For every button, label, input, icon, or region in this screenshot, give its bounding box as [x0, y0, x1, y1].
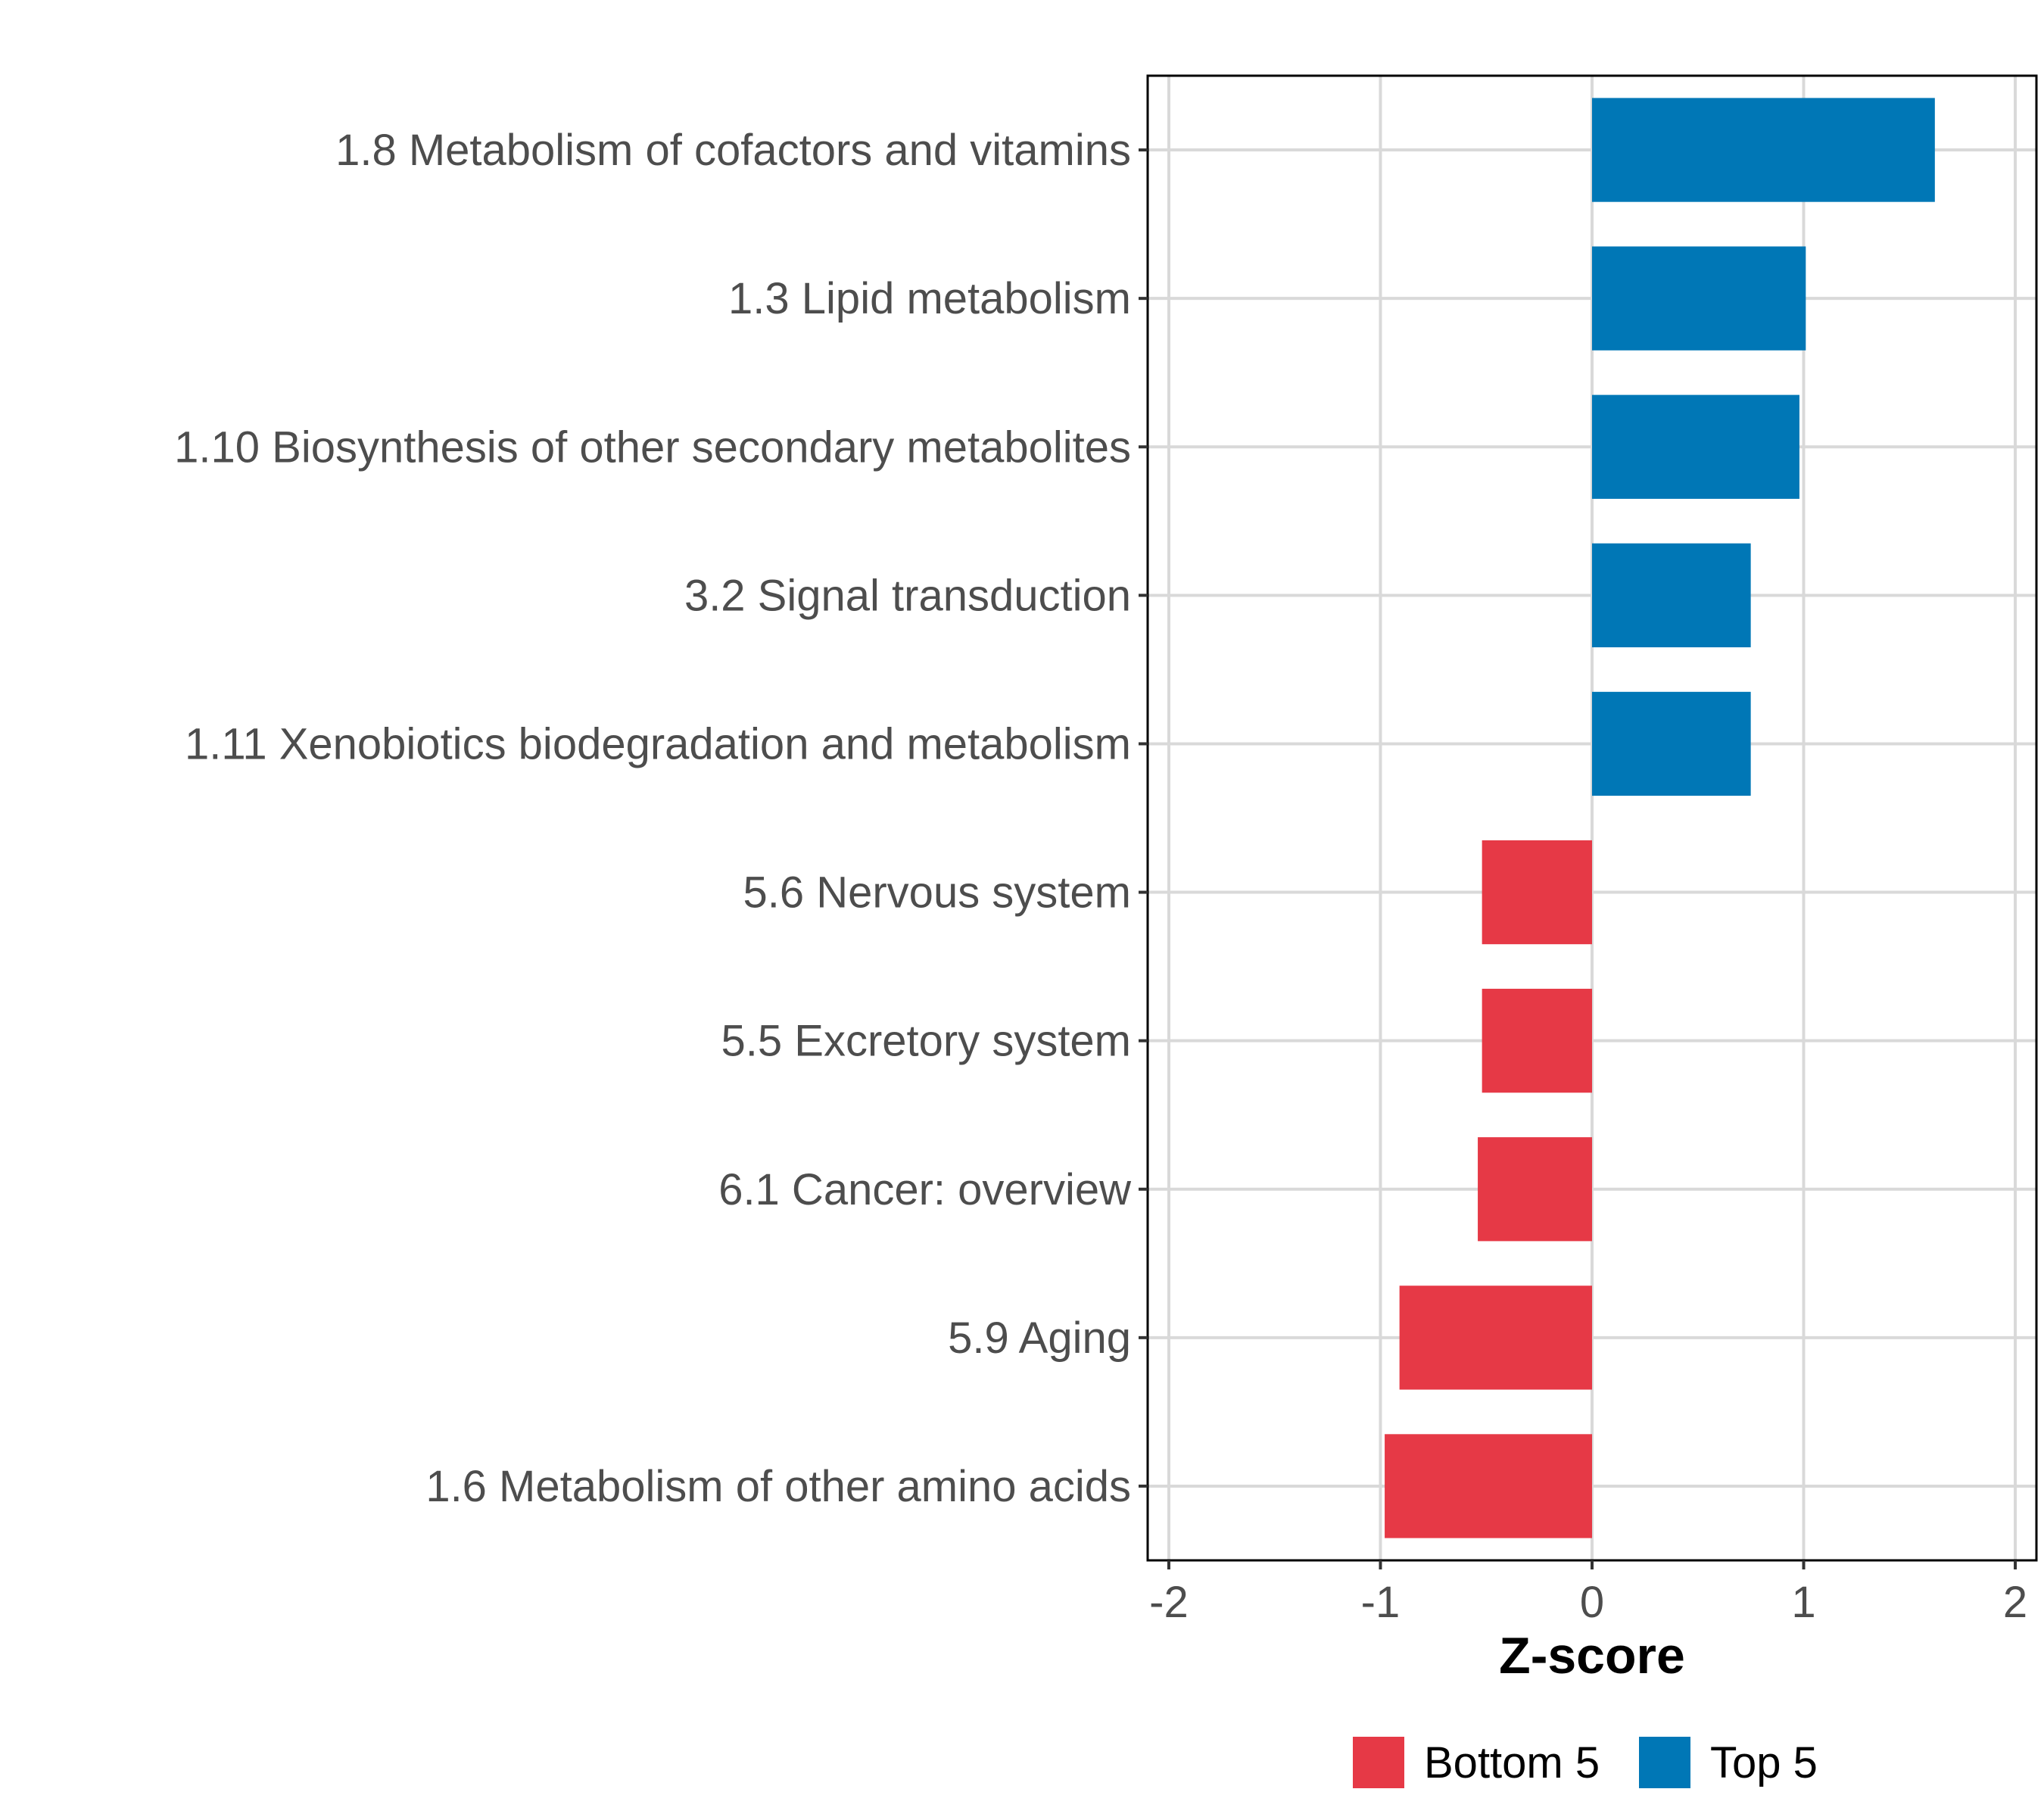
bar-5	[1482, 840, 1592, 945]
legend-key-0	[1353, 1737, 1404, 1788]
category-label-0: 1.8 Metabolism of cofactors and vitamins	[335, 126, 1131, 175]
x-tick-label-4: 2	[2003, 1578, 2027, 1627]
category-label-8: 5.9 Aging	[948, 1314, 1131, 1363]
bar-1	[1592, 246, 1806, 351]
legend: Bottom 5 Top 5	[1353, 1737, 1818, 1788]
bar-6	[1482, 989, 1592, 1093]
category-label-9: 1.6 Metabolism of other amino acids	[425, 1462, 1131, 1511]
y-axis: 1.8 Metabolism of cofactors and vitamins…	[174, 126, 1148, 1511]
x-tick-label-3: 1	[1791, 1578, 1815, 1627]
x-tick-label-2: 0	[1580, 1578, 1604, 1627]
category-label-3: 3.2 Signal transduction	[684, 571, 1131, 620]
category-label-5: 5.6 Nervous system	[743, 868, 1131, 918]
bars	[1385, 98, 1935, 1538]
legend-label-0: Bottom 5	[1424, 1738, 1600, 1787]
bar-8	[1399, 1286, 1592, 1390]
x-tick-label-0: -2	[1149, 1578, 1189, 1627]
category-label-2: 1.10 Biosynthesis of other secondary met…	[174, 422, 1131, 472]
x-axis: -2 -1 0 1 2	[1149, 1560, 2027, 1627]
bar-4	[1592, 691, 1751, 796]
bar-7	[1478, 1137, 1592, 1242]
bar-9	[1385, 1434, 1592, 1538]
category-label-1: 1.3 Lipid metabolism	[728, 274, 1131, 323]
bar-3	[1592, 543, 1751, 647]
x-axis-title: Z-score	[1499, 1627, 1685, 1685]
category-label-6: 5.5 Excretory system	[721, 1017, 1131, 1066]
legend-key-1	[1639, 1737, 1690, 1788]
legend-label-1: Top 5	[1710, 1738, 1818, 1787]
bar-0	[1592, 98, 1935, 202]
bar-2	[1592, 394, 1799, 499]
category-label-4: 1.11 Xenobiotics biodegradation and meta…	[185, 719, 1131, 768]
category-label-7: 6.1 Cancer: overview	[718, 1165, 1132, 1214]
x-tick-label-1: -1	[1361, 1578, 1401, 1627]
